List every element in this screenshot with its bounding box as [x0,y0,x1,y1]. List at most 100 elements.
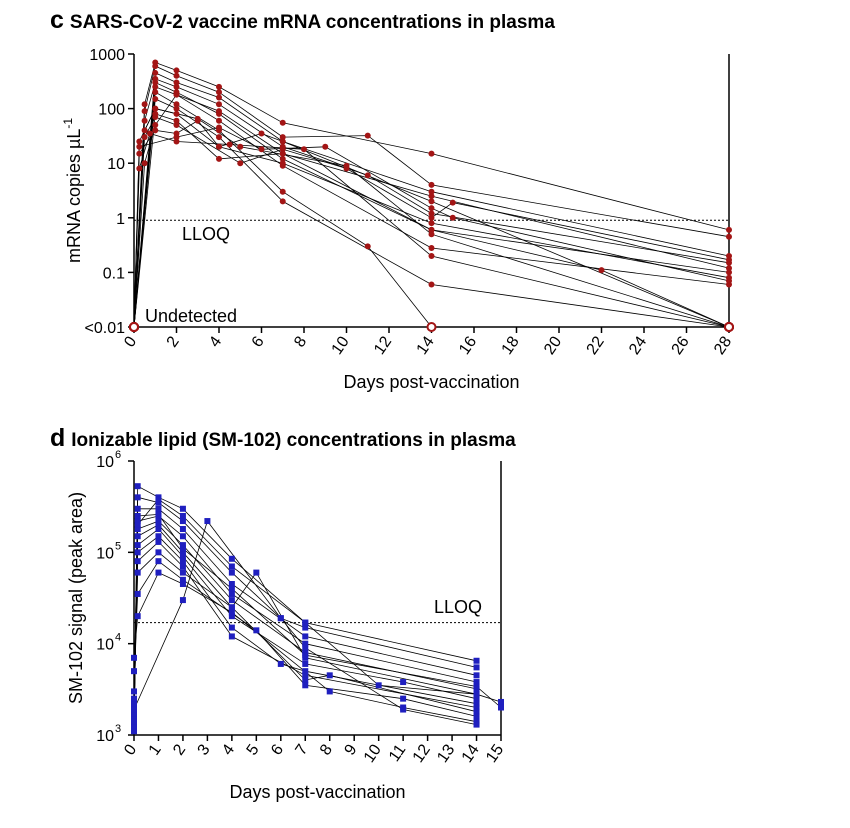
sm102-point [155,569,162,576]
mrna-point [237,160,244,167]
sm102-point [155,518,162,525]
mrna-point [428,281,435,288]
sm102-point [131,668,137,675]
sm102-x-tick-label: 9 [341,741,360,758]
sm102-series-line-P12 [133,572,477,723]
mrna-point-undetected [129,322,139,332]
mrna-point [449,199,456,206]
sm102-point [155,526,162,533]
mrna-point [194,115,201,122]
mrna-point [216,134,222,141]
mrna-point [322,143,329,150]
sm102-series-line-P10 [133,551,477,713]
sm102-point [228,597,235,604]
sm102-point [473,700,480,707]
sm102-point [134,533,141,540]
sm102-point [228,609,235,616]
sm102-point [134,590,141,597]
mrna-point [364,243,371,250]
sm102-point [228,581,235,588]
sm102-point [131,695,137,702]
mrna-point [428,205,435,212]
sm102-point [131,728,137,735]
mrna-point [152,89,159,96]
mrna-point [136,150,143,157]
mrna-point [428,193,435,200]
mrna-point [216,83,222,90]
mrna-point [279,188,286,195]
sm102-point [179,553,186,560]
mrna-point [258,146,265,153]
sm102-point [277,615,284,622]
panel-d-title-text: Ionizable lipid (SM-102) concentrations … [71,430,516,451]
sm102-point [134,549,141,556]
sm102-series-line-P2 [133,496,477,712]
sm102-point [473,695,480,702]
mrna-point [141,117,148,124]
sm102-point [134,569,141,576]
mrna-point [449,214,456,221]
mrna-series-line-S11 [133,116,730,328]
sm102-point [326,688,333,695]
sm102-point [179,569,186,576]
sm102-point [131,654,137,661]
mrna-series-line-S1 [133,61,730,328]
sm102-y-tick-exponent: 3 [115,723,121,735]
mrna-point [279,198,286,205]
sm102-point [134,512,141,519]
mrna-point [173,105,180,112]
sm102-point [155,496,162,503]
mrna-point [173,122,180,129]
sm102-point [179,558,186,565]
mrna-point [173,134,180,141]
mrna-point [279,134,286,141]
mrna-point [141,108,148,115]
sm102-point [179,576,186,583]
sm102-point [302,668,309,675]
mrna-point [152,63,159,70]
mrna-y-tick-label: <0.01 [85,320,126,337]
mrna-point [598,267,605,274]
mrna-point [173,138,180,145]
sm102-point [131,710,137,717]
mrna-series-line-S10 [133,113,730,328]
mrna-y-tick-label: 1 [116,211,125,228]
mrna-point [173,110,180,117]
mrna-point [173,117,180,124]
mrna-point [216,94,222,101]
sm102-y-axis-label: SM-102 signal (peak area) [66,492,86,704]
mrna-point [726,226,732,233]
sm102-point [134,558,141,565]
mrna-point [136,165,143,172]
sm102-y-tick-exponent: 4 [115,632,121,644]
sm102-x-tick-label: 11 [386,741,410,764]
sm102-point [400,679,407,686]
mrna-y-axis-label: mRNA copies µL-1 [61,118,84,263]
sm102-point [228,604,235,611]
sm102-point [302,682,309,689]
sm102-lloq-label: LLOQ [434,597,482,617]
sm102-point [134,518,141,525]
sm102-point [473,672,480,679]
mrna-point [152,122,159,129]
mrna-point [279,146,286,153]
mrna-point [216,117,222,124]
mrna-point [216,155,222,162]
sm102-point [473,691,480,698]
sm102-x-tick-label: 2 [170,741,189,758]
mrna-point [428,150,435,157]
panel-d-title: d Ionizable lipid (SM-102) concentrations… [50,424,516,453]
mrna-point [237,143,244,150]
sm102-point [302,640,309,647]
mrna-point [173,72,180,79]
sm102-point [134,521,141,528]
sm102-point [228,590,235,597]
sm102-y-tick-label: 10 [96,728,114,745]
sm102-x-tick-label: 4 [219,741,238,758]
mrna-point [428,226,435,233]
sm102-x-tick-label: 6 [268,741,287,758]
mrna-point [152,127,159,134]
sm102-point [302,624,309,631]
mrna-point [141,101,148,108]
